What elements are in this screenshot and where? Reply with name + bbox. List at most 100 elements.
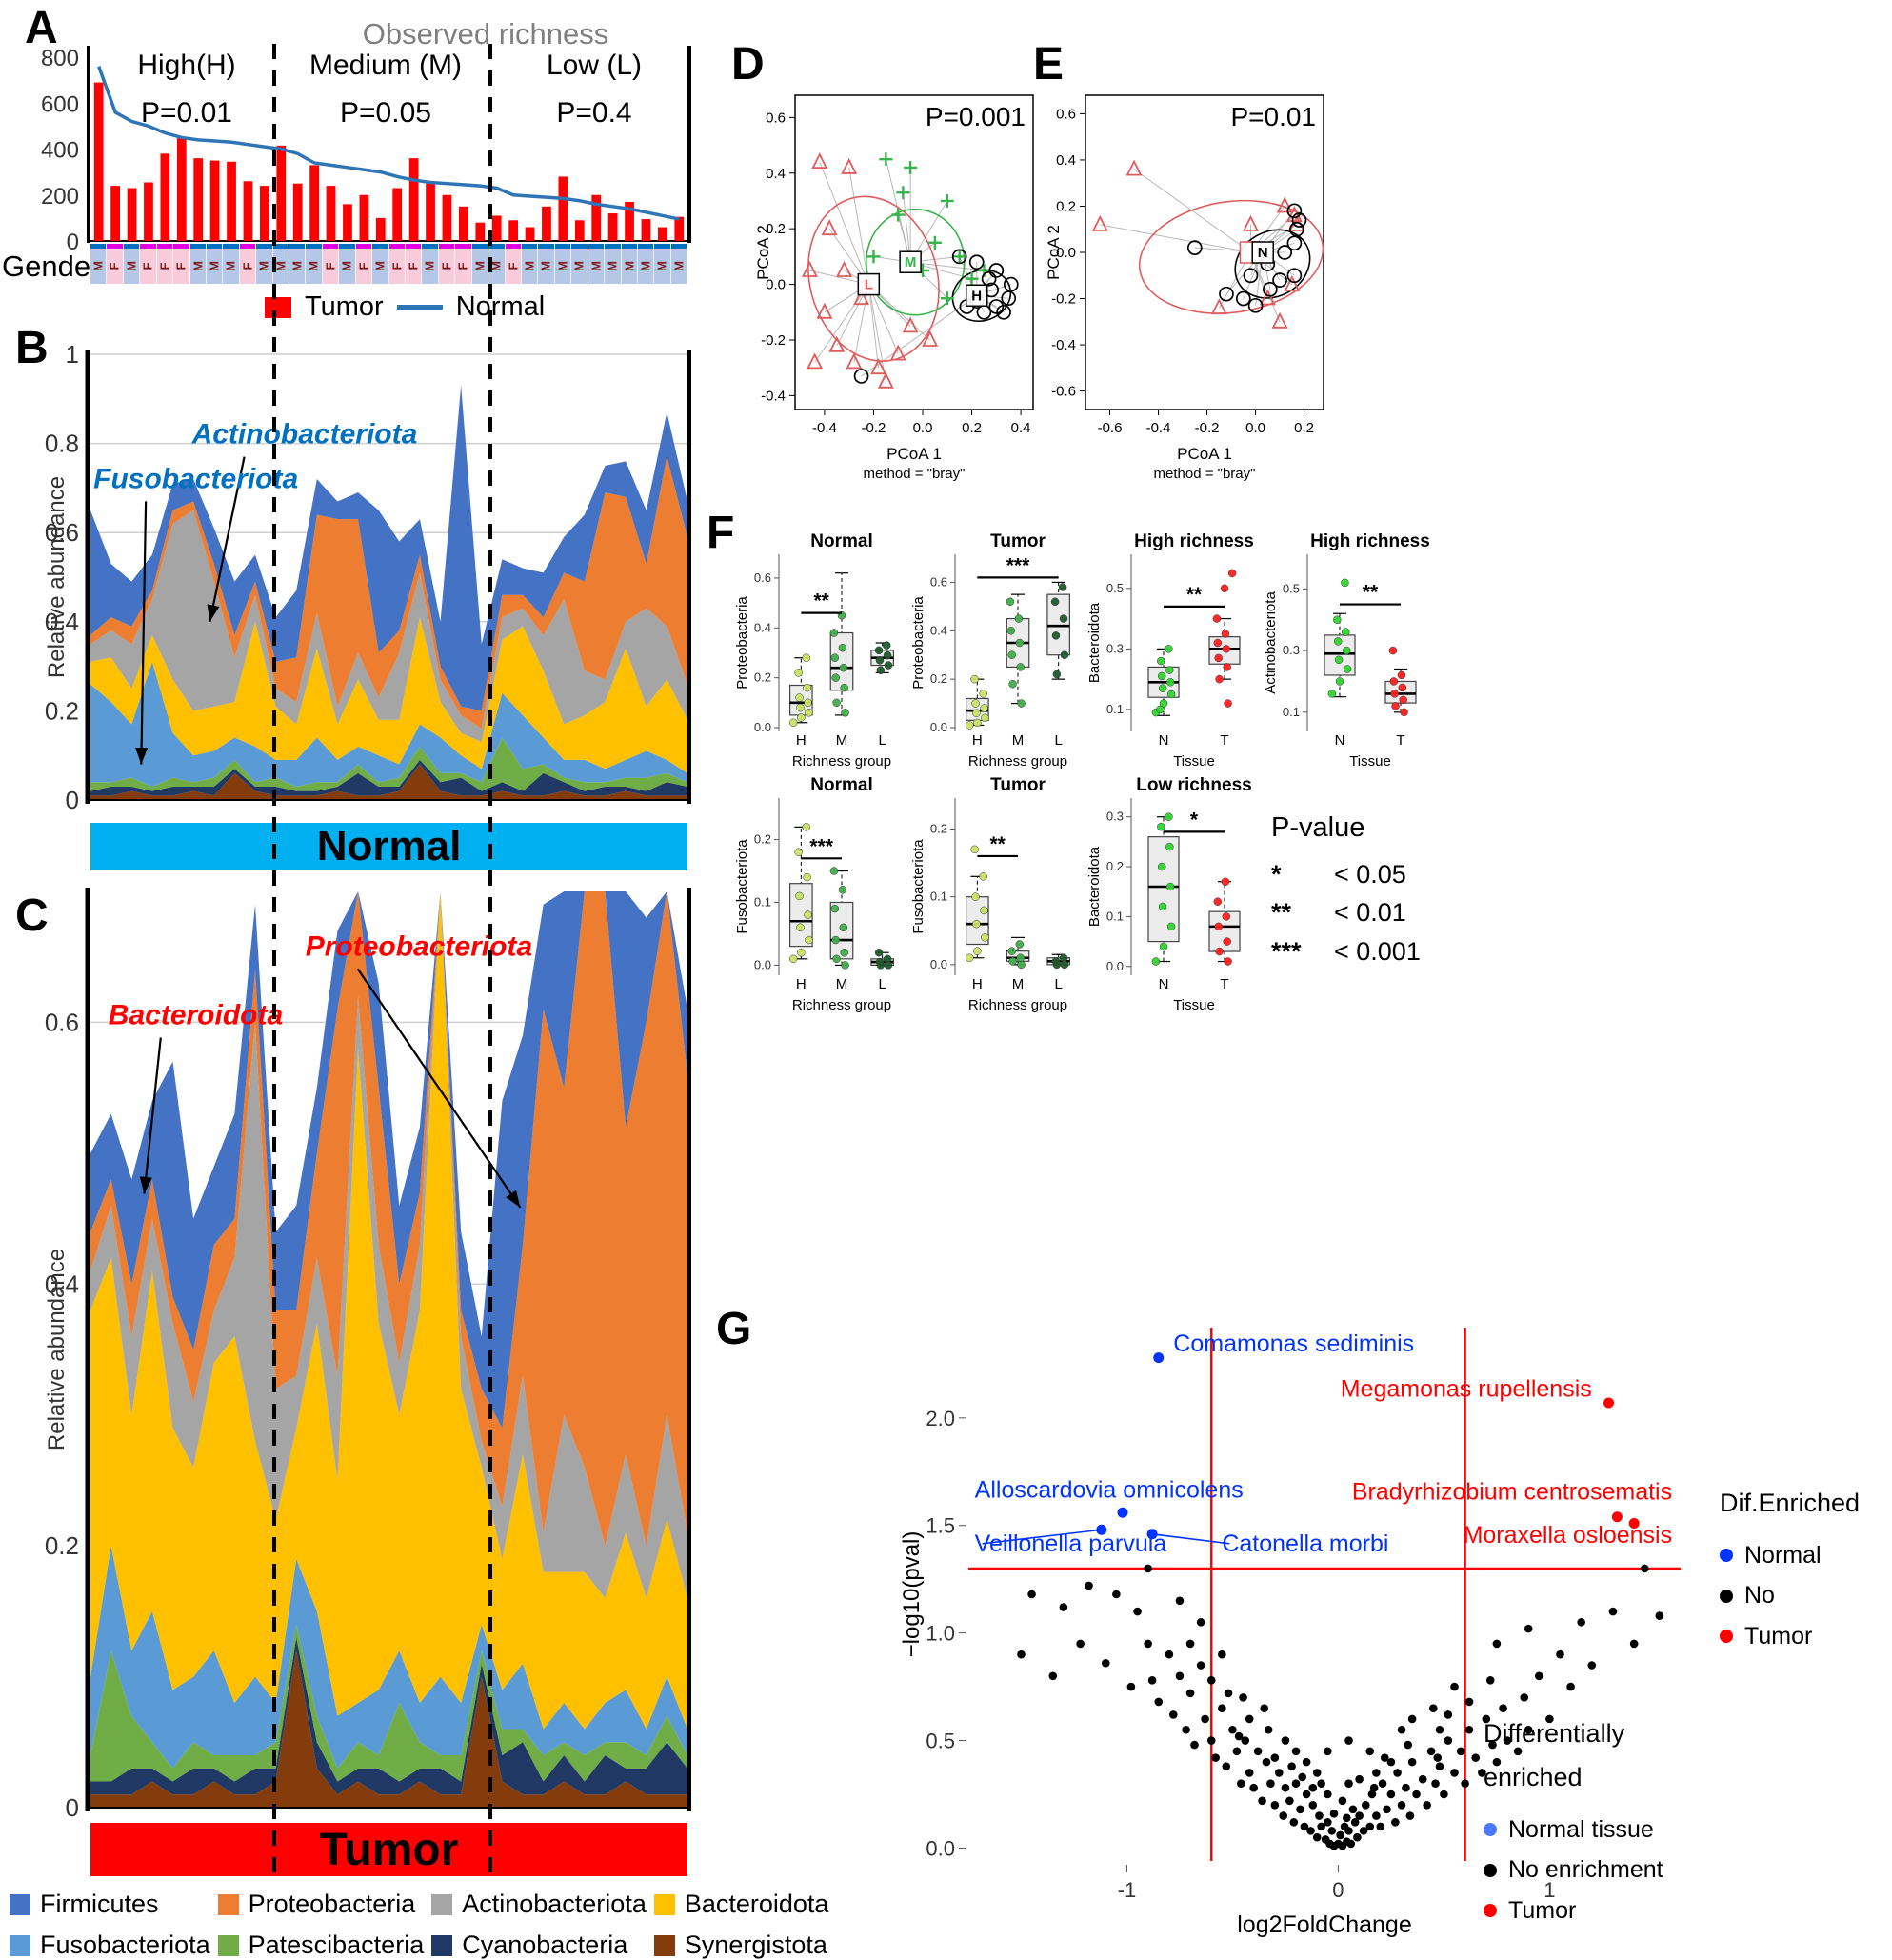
svg-text:High richness: High richness [1134,531,1254,551]
boxplot-normal-fusobacteriota: Normal 0.0 0.1 0.2 Fusobacteriota *** H M L Richn… [734,775,895,1013]
svg-text:P=0.001: P=0.001 [926,102,1026,131]
panel-label-g: G [716,1304,752,1354]
normal-line-swatch [396,305,443,310]
svg-text:0.0: 0.0 [930,957,947,971]
svg-text:0.4: 0.4 [45,608,79,636]
gender-cell: F [388,244,407,284]
group-divider-1 [272,44,276,1876]
legend-item-firmicutes: Firmicutes [10,1890,210,1919]
svg-text:L: L [1054,732,1062,749]
svg-text:Actinobacteriota: Actinobacteriota [1263,591,1279,694]
svg-text:0.5: 0.5 [926,1730,955,1753]
svg-text:T: T [1396,732,1404,749]
svg-text:N: N [1335,732,1345,749]
pvalue-row-3: *** < 0.001 [1271,932,1421,971]
gender-cell: M [538,244,555,284]
svg-text:Normal: Normal [810,531,872,551]
gender-cell: M [670,244,688,284]
boxplot-tumor-fusobacteriota: Tumor 0.0 0.1 0.2 Fusobacteriota ** H M L Richnes… [910,775,1071,1013]
svg-text:Bacteroidota: Bacteroidota [1086,846,1103,927]
svg-text:***: *** [809,835,833,857]
gender-cell: F [239,244,257,284]
svg-text:M: M [1012,976,1025,992]
patescibacteria-label: Patescibacteria [248,1930,425,1959]
gender-cell: M [654,244,671,284]
svg-text:PCoA 1: PCoA 1 [1177,445,1232,463]
gender-cell: M [588,244,606,284]
legend-item-proteobacteria: Proteobacteria [217,1890,425,1919]
panel-label-a: A [25,3,58,53]
svg-text:-0.2: -0.2 [1195,420,1220,436]
tumor-legend-label: Tumor [305,291,384,322]
no-dot [1720,1589,1733,1603]
svg-text:2.0: 2.0 [926,1407,955,1430]
svg-text:-0.6: -0.6 [1098,420,1123,436]
svg-text:Richness group: Richness group [968,997,1067,1013]
pcoa-plot-e: -0.6 -0.4 -0.2 0.0 0.2 -0.6 -0.4 -0.2 0.0 0.2 0.4 0… [1045,94,1324,482]
tumor-swatch [265,296,291,318]
svg-text:Proteobacteria: Proteobacteria [734,596,750,690]
svg-text:−log10(pval): −log10(pval) [899,1531,925,1658]
svg-text:Moraxella osloensis: Moraxella osloensis [1464,1522,1673,1549]
cyanobacteria-swatch [431,1934,453,1956]
gender-cell: M [488,244,506,284]
svg-text:L: L [865,277,873,293]
svg-text:0: 0 [67,230,79,255]
gender-cell: F [107,244,124,284]
panel-a-title: Observed richness [362,17,609,50]
boxplot-normal-proteobacteria: Normal 0.0 0.2 0.4 0.6 Proteobacteria ** H M L Ric… [734,531,895,770]
svg-text:method = "bray": method = "bray" [1154,466,1256,482]
de-tumor-label: Tumor [1508,1896,1577,1924]
pvalue-stars-3: *** [1271,936,1302,966]
svg-text:0.0: 0.0 [926,1836,955,1860]
svg-text:Actinobacteriota: Actinobacteriota [191,419,418,450]
svg-text:0.4: 0.4 [1056,152,1076,169]
svg-text:0.0: 0.0 [1245,420,1265,436]
gender-cell: F [173,244,190,284]
gender-cell: F [455,244,472,284]
svg-text:-0.2: -0.2 [1051,291,1076,308]
svg-text:0.3: 0.3 [1106,641,1124,655]
svg-text:1: 1 [66,340,79,369]
panel-label-c: C [15,890,49,941]
pvalue-stars-1: * [1271,859,1282,889]
gender-cell: M [223,244,240,284]
svg-text:0.3: 0.3 [1106,810,1124,824]
normal-legend-label: Normal [455,291,546,322]
de-no-enrichment: No enrichment [1484,1850,1703,1890]
normal-banner: Normal [90,823,687,870]
pvalue-range-1: < 0.05 [1334,859,1406,889]
pvalue-stars-2: ** [1271,898,1292,927]
fusobacteriota-swatch [10,1934,30,1956]
svg-text:L: L [878,732,886,749]
svg-text:600: 600 [41,91,79,117]
pvalue-legend: P-value * < 0.05 ** < 0.01 *** < 0.001 [1271,808,1421,970]
svg-text:Proteobacteriota: Proteobacteriota [306,930,532,962]
svg-text:0.4: 0.4 [766,166,786,182]
svg-text:0.6: 0.6 [766,110,786,126]
panel-label-e: E [1033,39,1065,90]
phyla-legend: Firmicutes Proteobacteria Actinobacterio… [10,1890,828,1960]
legend-item-actinobacteriota: Actinobacteriota [431,1890,647,1919]
svg-text:0.2: 0.2 [962,420,982,436]
gender-cell: F [140,244,157,284]
tumor-normal-legend: Tumor Normal [265,291,545,323]
group-low: Low (L) P=0.4 [494,50,694,130]
legend-item-synergistota: Synergistota [653,1930,829,1960]
pcoa-plot-d: -0.4 -0.2 0.0 0.2 0.4 -0.4 -0.2 0.0 0.2 0.4 0.6 PCo… [754,94,1034,482]
svg-text:0.0: 0.0 [913,420,933,436]
svg-text:0.1: 0.1 [930,890,947,904]
group-low-pvalue: P=0.4 [556,97,632,129]
patescibacteria-swatch [217,1934,239,1956]
legend-item-bacteroidota: Bacteroidota [653,1890,828,1919]
gender-cell: M [339,244,356,284]
svg-text:M: M [836,732,848,749]
svg-text:-0.4: -0.4 [1051,337,1076,353]
gender-cell: M [272,244,290,284]
gender-cell: M [605,244,622,284]
svg-text:Normal: Normal [810,775,872,795]
svg-text:*: * [1190,809,1199,830]
svg-text:L: L [1054,976,1062,992]
svg-text:0: 0 [66,1793,79,1822]
